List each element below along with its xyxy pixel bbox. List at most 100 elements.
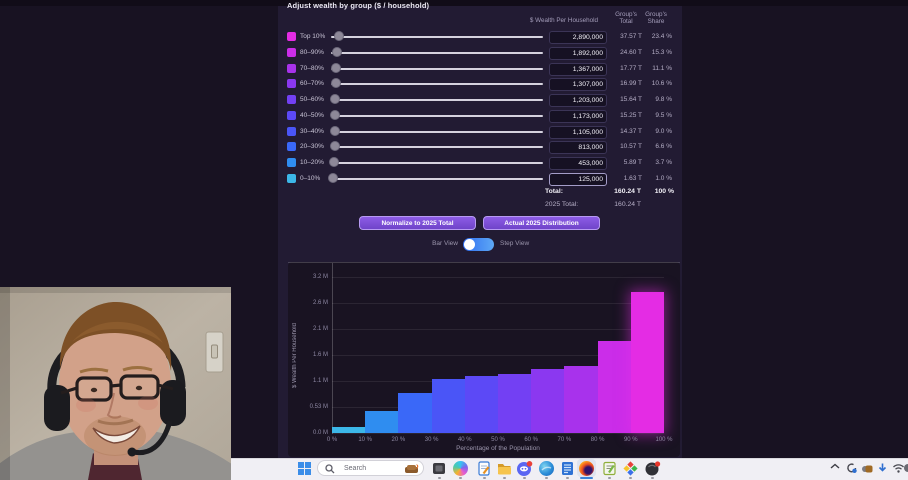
- group-total-value: 24.60 T: [620, 48, 642, 56]
- group-total-value: 17.77 T: [620, 64, 642, 72]
- wealth-value-input[interactable]: [549, 46, 607, 60]
- chart-gridline: [332, 303, 664, 304]
- wealth-value-input[interactable]: [549, 172, 607, 186]
- wealth-group-row: 30–40% 14.37 T 9.0 %: [287, 125, 675, 139]
- group-color-swatch: [287, 142, 296, 152]
- file-explorer-icon[interactable]: [497, 461, 512, 476]
- browser-globe-icon[interactable]: [539, 461, 554, 476]
- search-input[interactable]: Search: [317, 460, 424, 476]
- group-share-value: 10.6 %: [651, 80, 672, 88]
- wealth-slider-thumb[interactable]: [330, 94, 341, 104]
- tray-chevron-up-icon[interactable]: [830, 462, 840, 474]
- group-share-value: 9.0 %: [655, 127, 672, 135]
- chart-y-tick: 0.0 M: [312, 429, 328, 436]
- wealth-value-input[interactable]: [549, 78, 607, 92]
- total-label: Total:: [545, 188, 563, 195]
- app-open-indicator: [459, 477, 462, 479]
- wealth-slider-thumb[interactable]: [331, 46, 342, 57]
- toggle-label-bar-view: Bar View: [432, 240, 458, 247]
- paint-app-icon[interactable]: [477, 461, 492, 476]
- wealth-slider[interactable]: [331, 114, 543, 117]
- wealth-value-input[interactable]: [549, 125, 607, 139]
- headset-mic-icon: [133, 420, 173, 456]
- chart-gridline: [332, 277, 664, 278]
- wealth-slider[interactable]: [331, 130, 543, 133]
- tray-onedrive-icon[interactable]: [861, 462, 874, 476]
- wealth-slider[interactable]: [331, 162, 543, 164]
- notes-editor-icon[interactable]: [602, 461, 617, 476]
- group-label: 0–10%: [300, 174, 321, 182]
- group-color-swatch: [287, 79, 296, 89]
- notepad-icon[interactable]: [560, 461, 575, 476]
- app-open-indicator: [483, 477, 486, 479]
- wealth-group-row: Top 10% 37.57 T 23.4 %: [287, 31, 675, 44]
- video-top-letterbox: [0, 0, 908, 6]
- wealth-slider[interactable]: [331, 67, 543, 70]
- group-color-swatch: [287, 47, 296, 57]
- wealth-slider-thumb[interactable]: [328, 157, 339, 167]
- wealth-value-input[interactable]: [549, 62, 607, 76]
- chart-panel-top-border: [288, 262, 680, 263]
- discord-icon[interactable]: [517, 461, 533, 476]
- app-open-indicator: [651, 477, 654, 479]
- wealth-slider[interactable]: [331, 51, 543, 54]
- wealth-slider[interactable]: [331, 177, 543, 180]
- view-toggle[interactable]: [463, 238, 494, 251]
- chart-x-tick: 100 %: [655, 437, 673, 443]
- app-open-indicator: [438, 477, 441, 479]
- chart-bar: [564, 366, 598, 433]
- tray-more-icon[interactable]: [904, 462, 908, 476]
- chart-bar: [365, 410, 399, 433]
- wealth-slider-thumb[interactable]: [330, 62, 341, 73]
- view-toggle-knob[interactable]: [464, 239, 475, 250]
- group-share-value: 3.7 %: [655, 159, 672, 166]
- wealth-slider-thumb[interactable]: [330, 78, 341, 89]
- chart-y-tick: 1.1 M: [312, 377, 328, 384]
- chart-x-tick: 80 %: [590, 437, 605, 443]
- group-share-value: 9.5 %: [655, 111, 672, 119]
- tray-network-icon[interactable]: [892, 462, 905, 476]
- wealth-slider-thumb[interactable]: [329, 141, 340, 152]
- copilot-icon[interactable]: [453, 461, 468, 476]
- group-label: 40–50%: [300, 111, 324, 119]
- column-header-wealth: $ Wealth Per Household: [529, 17, 598, 24]
- tray-download-arrow-icon[interactable]: [877, 462, 888, 476]
- chart-x-tick: 60 %: [524, 437, 539, 443]
- group-share-value: 1.0 %: [655, 174, 672, 182]
- chart-bar: [498, 374, 532, 433]
- start-button-icon[interactable]: [297, 461, 312, 476]
- color-diamond-icon[interactable]: [623, 461, 638, 476]
- group-color-swatch: [287, 63, 296, 73]
- wealth-value-input[interactable]: [549, 157, 607, 170]
- column-header-total: Group's Total: [615, 11, 637, 25]
- wealth-slider[interactable]: [331, 36, 543, 38]
- nose: [106, 392, 122, 419]
- wealth-value-input[interactable]: [549, 94, 607, 107]
- group-label: 50–60%: [300, 96, 324, 103]
- wealth-slider[interactable]: [331, 146, 543, 149]
- chart-bar: [597, 340, 631, 433]
- tray-sync-icon[interactable]: [846, 462, 858, 476]
- task-view-icon[interactable]: [432, 461, 447, 476]
- chart-y-tick: 0.53 M: [309, 403, 328, 410]
- wealth-slider-thumb[interactable]: [333, 31, 344, 41]
- mustache: [97, 418, 134, 426]
- wealth-slider-thumb[interactable]: [328, 172, 339, 183]
- wealth-group-row: 60–70% 16.99 T 10.6 %: [287, 78, 675, 92]
- normalize-button[interactable]: Normalize to 2025 Total: [359, 216, 476, 230]
- wealth-slider[interactable]: [331, 83, 543, 86]
- wealth-value-input[interactable]: [549, 141, 607, 155]
- wealth-group-row: 70–80% 17.77 T 11.1 %: [287, 62, 675, 76]
- chart-bar: [630, 292, 664, 433]
- group-label: 10–20%: [300, 159, 324, 166]
- wealth-slider-thumb[interactable]: [330, 109, 341, 120]
- github-desktop-icon[interactable]: [645, 461, 661, 476]
- actual-distribution-button[interactable]: Actual 2025 Distribution: [483, 216, 600, 230]
- chart-x-tick: 10 %: [358, 437, 373, 443]
- hair: [59, 301, 172, 371]
- wealth-slider[interactable]: [331, 99, 543, 101]
- wealth-value-input[interactable]: [549, 109, 607, 123]
- wealth-value-input[interactable]: [549, 31, 607, 44]
- wealth-slider-thumb[interactable]: [330, 125, 341, 136]
- firefox-icon[interactable]: [579, 461, 594, 476]
